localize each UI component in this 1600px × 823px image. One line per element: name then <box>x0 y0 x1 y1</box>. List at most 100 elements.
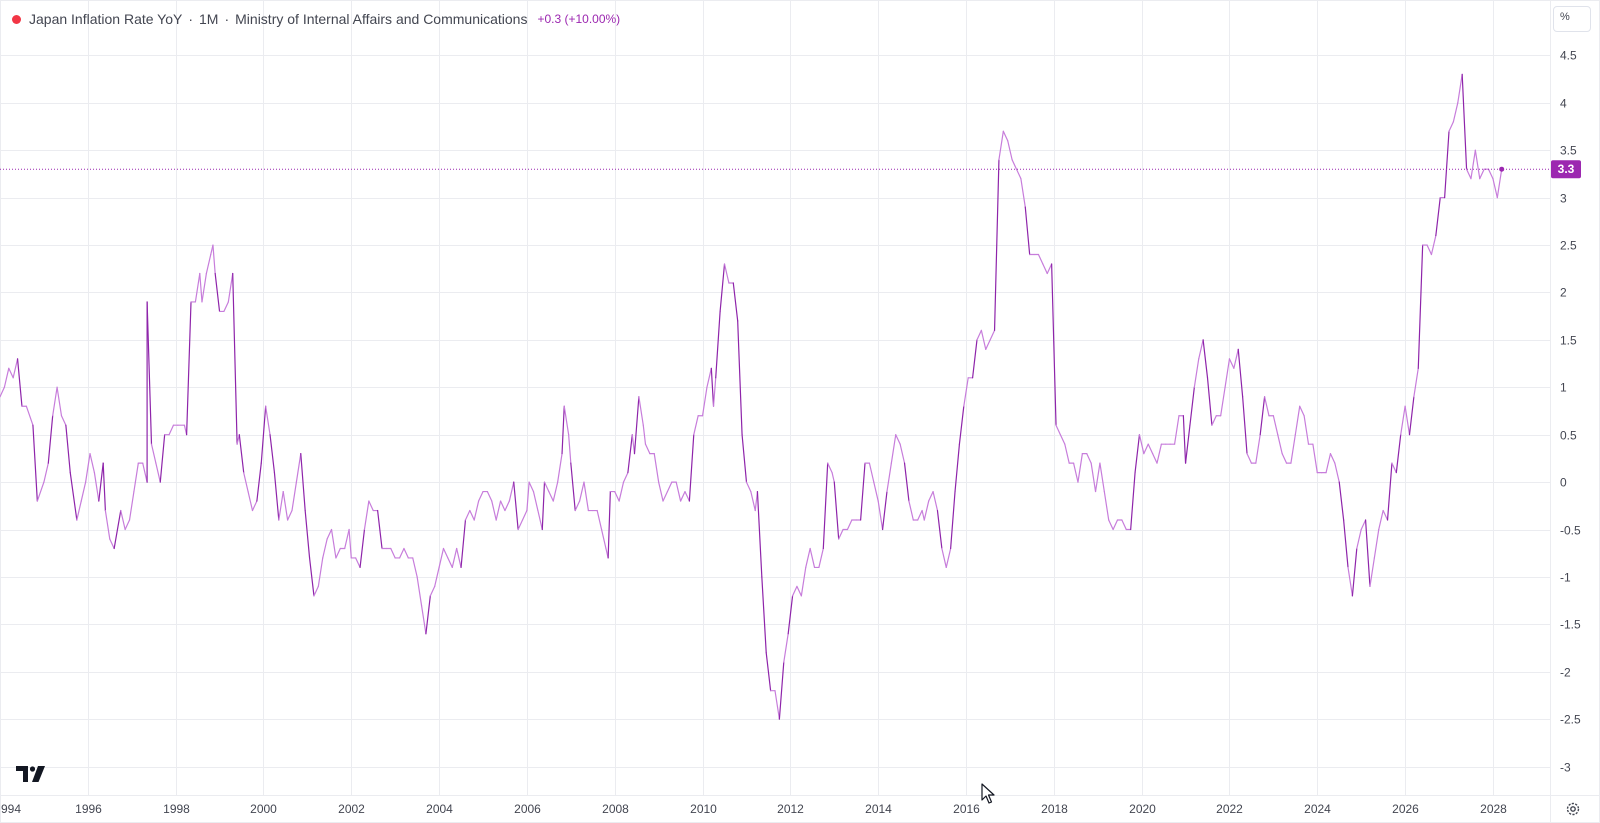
series-segment <box>750 490 756 512</box>
series-segment <box>557 453 563 483</box>
series-segment <box>631 434 636 455</box>
series-segment <box>278 490 284 521</box>
series-legend[interactable]: Japan Inflation Rate YoY · 1M · Ministry… <box>12 10 620 28</box>
series-segment <box>1334 462 1340 483</box>
series-segment <box>1356 528 1362 550</box>
series-segment <box>168 424 175 436</box>
tradingview-logo-icon[interactable] <box>16 766 46 782</box>
series-segment <box>1255 434 1261 464</box>
series-segment <box>155 462 161 483</box>
series-segment <box>124 519 131 531</box>
series-segment <box>723 263 730 284</box>
series-segment <box>93 472 100 502</box>
series-segment <box>1448 121 1455 132</box>
series-segment <box>150 443 157 464</box>
series-segment <box>917 509 923 521</box>
series-segment <box>1059 434 1066 445</box>
series-segment <box>1237 348 1244 398</box>
series-segment <box>791 585 798 597</box>
series-segment <box>552 481 559 502</box>
series-segment <box>194 272 201 303</box>
series-segment <box>412 557 418 578</box>
series-segment <box>945 547 952 569</box>
series-segment <box>1134 434 1141 474</box>
series-segment <box>971 339 978 379</box>
series-segment <box>322 538 328 559</box>
series-segment <box>526 481 530 512</box>
series-segment <box>1220 386 1226 417</box>
y-tick-label: 1.5 <box>1560 334 1577 348</box>
series-segment <box>679 490 686 502</box>
series-segment <box>1435 197 1441 237</box>
series-segment <box>205 253 212 275</box>
series-segment <box>1020 178 1026 208</box>
series-segment <box>313 585 319 597</box>
gear-icon[interactable] <box>1562 798 1584 820</box>
series-segment <box>1072 462 1079 483</box>
series-segment <box>273 472 280 521</box>
series-segment <box>1272 415 1279 436</box>
series-segment <box>1373 528 1380 559</box>
x-tick-label: 2000 <box>250 802 277 816</box>
y-tick-label: -3 <box>1560 761 1571 775</box>
series-segment <box>232 272 238 445</box>
series-segment <box>908 500 914 521</box>
series-segment <box>146 301 153 445</box>
series-segment <box>838 528 844 540</box>
series-segment <box>287 509 293 521</box>
series-segment <box>368 500 374 512</box>
series-segment <box>950 490 956 550</box>
series-segment <box>521 509 528 521</box>
series-segment <box>508 481 515 502</box>
series-segment <box>1007 140 1013 161</box>
series-segment <box>622 472 629 483</box>
series-segment <box>873 481 879 502</box>
series-segment <box>1382 509 1389 521</box>
series-segment <box>473 500 480 521</box>
series-segment <box>1086 453 1092 464</box>
series-segment <box>56 386 63 417</box>
series-segment <box>499 500 506 512</box>
series-segment <box>607 490 611 559</box>
series-color-dot <box>12 14 21 24</box>
series-segment <box>666 481 673 493</box>
x-tick-label: 2028 <box>1480 802 1507 816</box>
series-segment <box>568 434 572 464</box>
y-tick-label: -1 <box>1560 571 1571 585</box>
series-segment <box>52 386 58 417</box>
series-segment <box>1046 263 1053 275</box>
series-segment <box>1099 462 1105 493</box>
y-tick-label: 4.5 <box>1560 49 1577 63</box>
price-scale-unit-button[interactable]: % <box>1553 6 1591 32</box>
series-segment <box>1173 415 1180 445</box>
x-tick-label: 2012 <box>777 802 804 816</box>
series-segment <box>543 481 550 493</box>
series-segment <box>89 453 96 474</box>
series-segment <box>69 472 78 521</box>
series-segment <box>1193 358 1200 388</box>
series-segment <box>787 595 794 635</box>
series-segment <box>941 547 947 569</box>
series-segment <box>932 490 939 512</box>
series-segment <box>532 490 539 512</box>
x-tick-label: 2002 <box>338 802 365 816</box>
series-segment <box>756 490 763 578</box>
series-segment <box>706 367 712 388</box>
series-segment <box>1479 168 1485 180</box>
series-segment <box>600 528 607 550</box>
last-value-badge <box>1551 160 1581 179</box>
series-segment <box>980 329 987 350</box>
series-segment <box>223 301 229 313</box>
series-segment <box>304 509 311 559</box>
series-segment <box>574 500 581 512</box>
series-segment <box>398 547 405 559</box>
series-segment <box>47 415 54 464</box>
series-segment <box>1404 405 1411 436</box>
series-segment <box>1055 424 1062 436</box>
series-segment <box>98 462 104 502</box>
series-segment <box>732 282 739 322</box>
x-tick-label: 2024 <box>1304 802 1331 816</box>
